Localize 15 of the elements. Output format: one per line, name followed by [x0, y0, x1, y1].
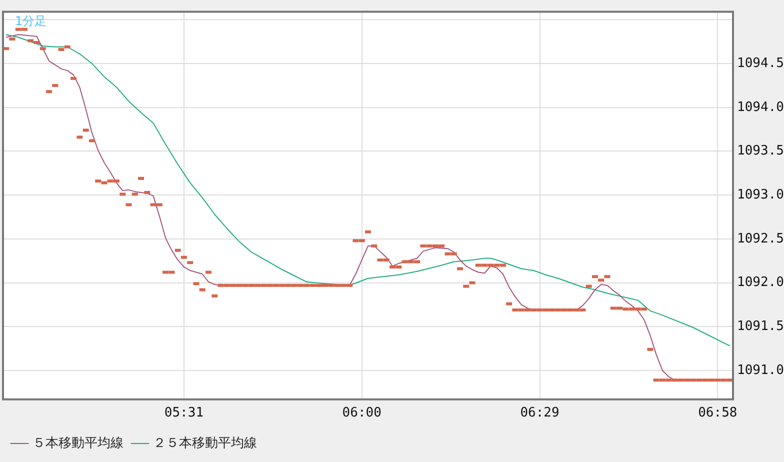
x-tick-label: 05:31 [164, 406, 204, 421]
chart-title: 1分足 [15, 14, 47, 28]
legend-label: ２５本移動平均線 [153, 436, 257, 451]
y-tick-label: 1091.5 [737, 318, 784, 334]
y-tick-label: 1091.0 [737, 362, 784, 378]
y-tick-label: 1092.5 [737, 231, 784, 246]
y-tick-label: 1094.5 [737, 56, 784, 71]
x-tick-label: 06:58 [698, 406, 738, 421]
x-tick-label: 06:00 [342, 406, 382, 421]
legend-label: ５本移動平均線 [32, 436, 124, 451]
y-tick-label: 1092.0 [737, 275, 784, 290]
y-tick-label: 1093.0 [737, 187, 784, 202]
y-tick-label: 1094.0 [737, 100, 784, 115]
x-tick-label: 06:29 [520, 406, 560, 421]
y-tick-label: 1093.5 [737, 144, 784, 159]
